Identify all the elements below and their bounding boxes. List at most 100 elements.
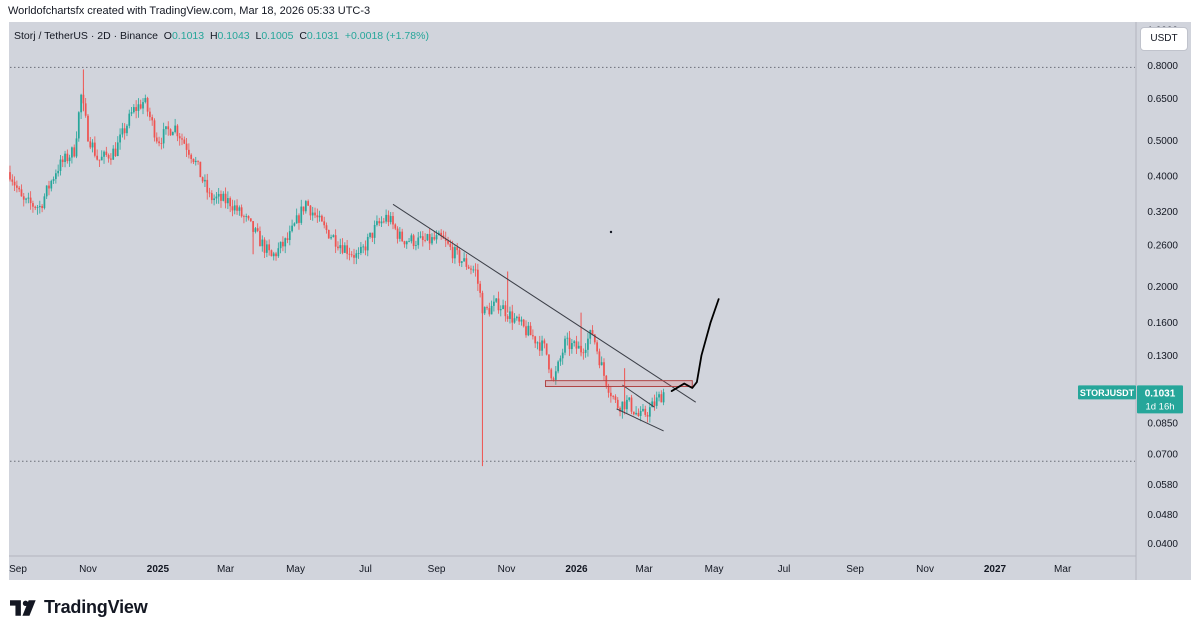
- candle-body: [57, 170, 60, 174]
- candle-body: [247, 216, 250, 219]
- ohlc-legend: Storj / TetherUS · 2D · Binance O0.1013 …: [14, 30, 429, 42]
- candle-body: [178, 136, 181, 139]
- y-tick-label: 0.0850: [1147, 419, 1178, 430]
- candle-body: [126, 125, 128, 134]
- candle-body: [116, 142, 119, 156]
- candle-body: [548, 354, 550, 370]
- candle-body: [593, 334, 596, 343]
- candle-body: [325, 225, 328, 230]
- candle-body: [532, 335, 534, 337]
- candle-body: [447, 240, 449, 244]
- candle-body: [541, 340, 543, 351]
- candle-body: [573, 341, 576, 344]
- candle-body: [343, 245, 346, 253]
- candle-body: [311, 212, 314, 216]
- tradingview-brand[interactable]: TradingView: [10, 597, 148, 618]
- candle-body: [243, 216, 245, 218]
- candle-body: [632, 411, 635, 415]
- candle-body: [213, 198, 215, 201]
- candle-body: [458, 250, 461, 263]
- candle-body: [128, 113, 131, 126]
- candle-body: [162, 129, 165, 144]
- close-value: 0.1031: [306, 30, 340, 42]
- candle-body: [73, 147, 76, 157]
- y-tick-label: 0.0700: [1147, 450, 1178, 461]
- candle-body: [197, 160, 199, 162]
- candle-body: [660, 394, 663, 403]
- candle-body: [330, 237, 332, 239]
- candle-body: [607, 385, 610, 393]
- candle-body: [472, 269, 475, 271]
- candle-body: [61, 159, 64, 163]
- chart-frame[interactable]: [9, 22, 1191, 580]
- price-tag-bg: [1137, 385, 1183, 414]
- candle-body: [630, 397, 633, 412]
- candle-body: [648, 407, 651, 417]
- x-tick-label: Mar: [1054, 564, 1072, 575]
- candle-body: [522, 319, 525, 327]
- candle-body: [435, 235, 438, 240]
- resistance-trendline: [392, 203, 696, 403]
- candle-body: [493, 301, 495, 306]
- candle-body: [238, 207, 241, 211]
- candle-body: [84, 103, 87, 116]
- currency-button[interactable]: USDT: [1140, 27, 1188, 51]
- candle-body: [483, 307, 486, 314]
- low-value: 0.1005: [261, 30, 294, 42]
- candle-body: [41, 205, 43, 209]
- candle-body: [476, 269, 479, 284]
- high-label: H: [209, 30, 218, 42]
- candle-body: [571, 343, 573, 350]
- candle-body: [353, 255, 355, 258]
- candle-body: [465, 258, 468, 267]
- top-caption-bar: Worldofchartsfx created with TradingView…: [0, 0, 1200, 22]
- candle-body: [380, 221, 383, 224]
- candle-body: [272, 253, 275, 257]
- candle-body: [545, 343, 548, 355]
- candle-body: [321, 215, 323, 222]
- x-tick-label: Jul: [778, 564, 791, 575]
- y-tick-label: 0.6500: [1147, 94, 1178, 105]
- candle-body: [646, 414, 649, 417]
- y-tick-label: 0.0480: [1147, 510, 1178, 521]
- candle-body: [119, 134, 121, 143]
- candle-body: [314, 212, 316, 216]
- candle-body: [587, 338, 589, 350]
- y-tick-label: 0.1300: [1147, 351, 1178, 362]
- candle-body: [376, 221, 378, 225]
- candle-body: [520, 319, 523, 322]
- candle-body: [337, 246, 339, 249]
- candle-body: [518, 316, 521, 322]
- candle-body: [45, 185, 48, 197]
- candle-body: [399, 231, 401, 239]
- candle-body: [364, 246, 367, 251]
- candle-body: [279, 241, 282, 249]
- x-tick-label: 2026: [565, 564, 588, 575]
- candle-body: [421, 236, 424, 240]
- candle-body: [621, 401, 624, 412]
- candle-body: [467, 266, 470, 269]
- candle-body: [149, 111, 151, 118]
- candle-body: [298, 215, 300, 223]
- candle-body: [635, 412, 637, 415]
- x-tick-label: Mar: [217, 564, 235, 575]
- candle-body: [584, 349, 587, 353]
- candle-body: [286, 238, 289, 241]
- y-tick-label: 0.0400: [1147, 539, 1178, 550]
- candle-body: [259, 230, 261, 247]
- candle-body: [151, 117, 154, 121]
- low-label: L: [255, 30, 262, 42]
- candle-body: [394, 224, 397, 229]
- candle-body: [490, 305, 493, 315]
- candle-body: [165, 126, 167, 130]
- countdown-label: 1d 16h: [1145, 401, 1174, 412]
- candle-body: [369, 232, 371, 237]
- candle-body: [582, 352, 585, 354]
- candle-body: [192, 158, 195, 163]
- support-zone-box: [545, 380, 693, 388]
- x-tick-label: Sep: [428, 564, 446, 575]
- candle-body: [456, 247, 459, 251]
- candle-body: [566, 337, 569, 339]
- y-tick-label: 0.8000: [1147, 61, 1178, 72]
